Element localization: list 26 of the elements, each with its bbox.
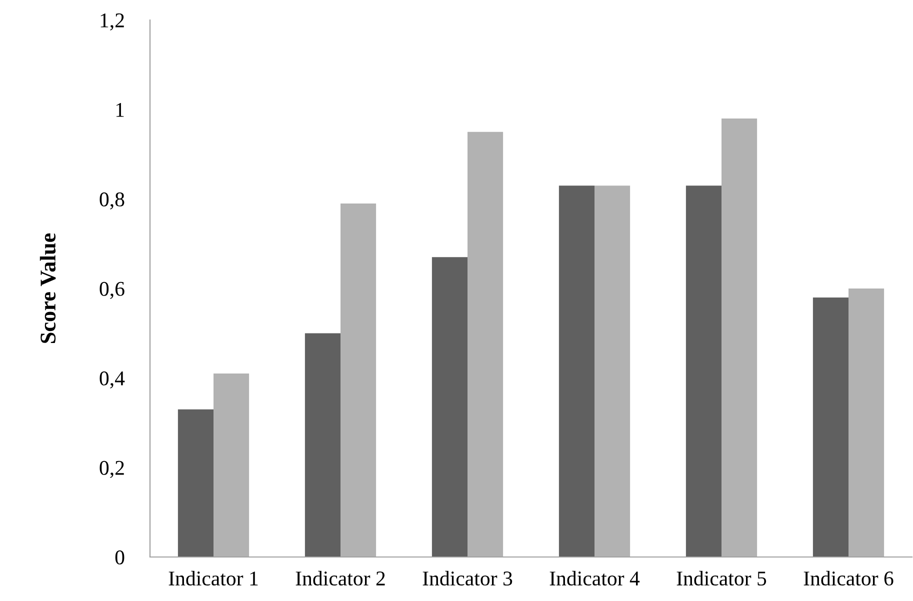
y-tick-label: 1,2 — [100, 13, 124, 30]
y-tick-label: 0,2 — [100, 460, 124, 478]
x-tick-label: Indicator 3 — [422, 570, 512, 586]
bar — [558, 186, 594, 557]
x-tick-label: Indicator 4 — [550, 570, 640, 586]
y-tick-label: 0,6 — [100, 282, 124, 299]
y-tick-label: 0,8 — [100, 192, 124, 210]
x-tick-label: Indicator 1 — [168, 570, 258, 586]
bar — [432, 257, 468, 557]
y-tick-label: 1 — [116, 102, 124, 117]
bar — [812, 297, 848, 557]
x-tick-label: Indicator 2 — [296, 570, 385, 586]
bar — [686, 186, 722, 557]
bar — [468, 132, 504, 557]
bar — [594, 186, 630, 557]
bar — [178, 409, 214, 557]
bar — [304, 333, 340, 557]
y-axis-title: Score Value — [40, 233, 56, 343]
y-tick-label: 0 — [115, 550, 124, 564]
x-tick-label: Indicator 5 — [676, 570, 766, 586]
bar — [722, 118, 758, 557]
bar — [214, 374, 250, 557]
y-tick-label: 0,4 — [100, 371, 125, 388]
bar — [340, 203, 376, 557]
x-tick-label: Indicator 6 — [804, 570, 894, 586]
bar — [848, 288, 884, 557]
